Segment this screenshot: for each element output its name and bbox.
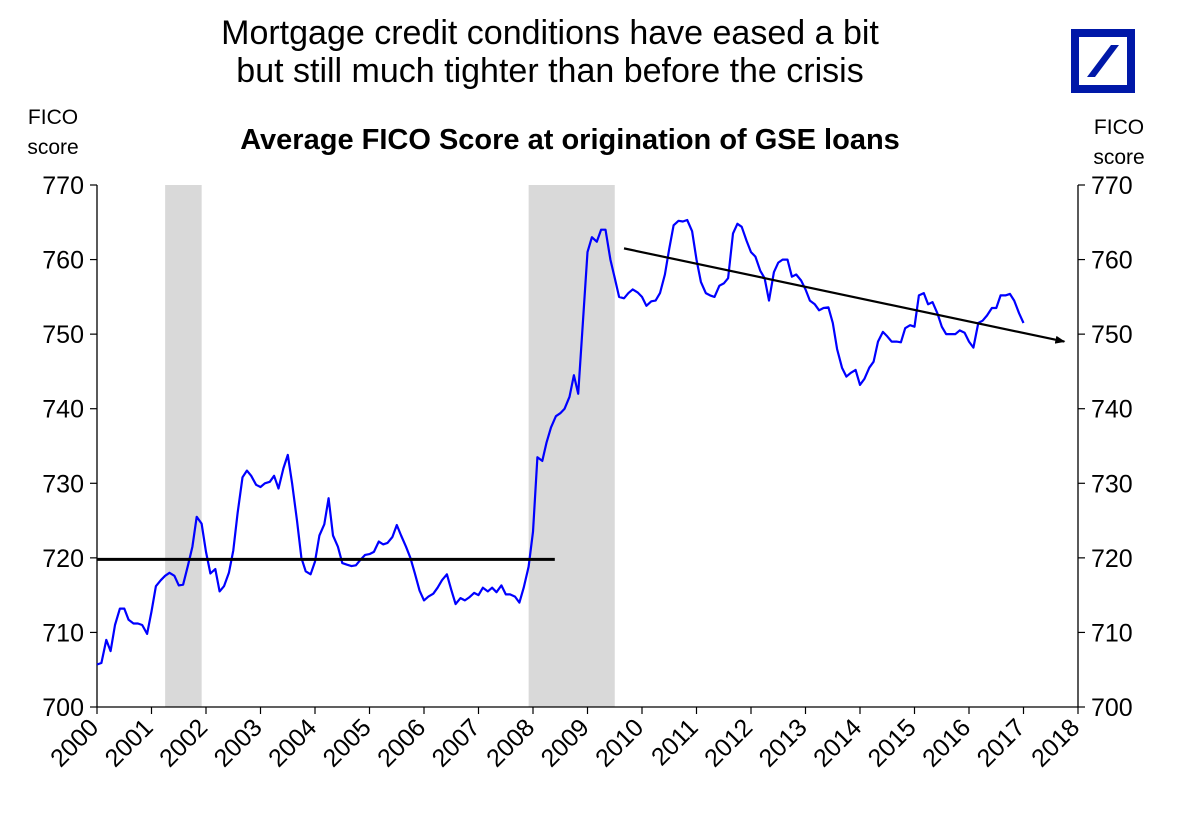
y-axis-label-left-line-1: FICO	[27, 106, 79, 129]
y-tick-label-left: 770	[42, 172, 84, 200]
x-tick-label: 2018	[1026, 713, 1085, 772]
y-tick-label-right: 720	[1091, 545, 1133, 573]
y-tick-label-left: 700	[42, 694, 84, 722]
x-tick-label: 2007	[427, 713, 486, 772]
x-tick-label: 2010	[590, 713, 649, 772]
x-tick-label: 2008	[481, 713, 540, 772]
y-axis-label-left: FICO score	[18, 103, 88, 163]
y-tick-label-left: 710	[42, 619, 84, 647]
y-axis-label-left-line-2: score	[27, 136, 79, 159]
y-axis-label-right-line-1: FICO	[1093, 116, 1145, 139]
x-tick-label: 2015	[863, 713, 922, 772]
y-tick-label-right: 760	[1091, 247, 1133, 275]
headline-line-1: Mortgage credit conditions have eased a …	[221, 14, 879, 52]
x-tick-label: 2009	[536, 713, 595, 772]
x-tick-label: 2011	[646, 713, 704, 771]
x-tick-label: 2017	[972, 713, 1031, 772]
recession-band-2	[528, 185, 615, 707]
y-tick-label-left: 730	[42, 470, 84, 498]
y-axis-label-right-line-2: score	[1093, 146, 1145, 169]
headline: Mortgage credit conditions have eased a …	[100, 14, 1000, 90]
x-tick-label: 2006	[372, 713, 431, 772]
headline-line-2: but still much tighter than before the c…	[236, 52, 864, 90]
y-tick-label-right: 710	[1091, 619, 1133, 647]
x-tick-label: 2005	[318, 713, 377, 772]
x-tick-label: 2002	[154, 713, 213, 772]
y-tick-label-right: 750	[1091, 321, 1133, 349]
recession-band-1	[165, 185, 202, 707]
x-tick-label: 2004	[263, 713, 322, 772]
deutsche-bank-logo-icon	[1071, 29, 1135, 93]
y-tick-label-right: 770	[1091, 172, 1133, 200]
y-tick-label-left: 760	[42, 247, 84, 275]
y-tick-label-left: 720	[42, 545, 84, 573]
x-tick-label: 2014	[808, 713, 867, 772]
x-tick-label: 2016	[917, 713, 976, 772]
x-tick-label: 2013	[754, 713, 813, 772]
y-axis-label-right: FICO score	[1084, 113, 1154, 173]
downward-trend-arrow	[623, 247, 1066, 344]
y-tick-label-right: 730	[1091, 470, 1133, 498]
y-tick-label-right: 700	[1091, 694, 1133, 722]
y-tick-label-left: 750	[42, 321, 84, 349]
chart-title: Average FICO Score at origination of GSE…	[240, 124, 900, 156]
y-tick-label-left: 740	[42, 396, 84, 424]
x-tick-label: 2012	[699, 713, 758, 772]
fico-series-line	[96, 218, 1025, 666]
x-tick-label: 2000	[45, 713, 104, 772]
x-tick-label: 2003	[209, 713, 268, 772]
y-tick-label-right: 740	[1091, 396, 1133, 424]
x-tick-label: 2001	[100, 713, 159, 772]
